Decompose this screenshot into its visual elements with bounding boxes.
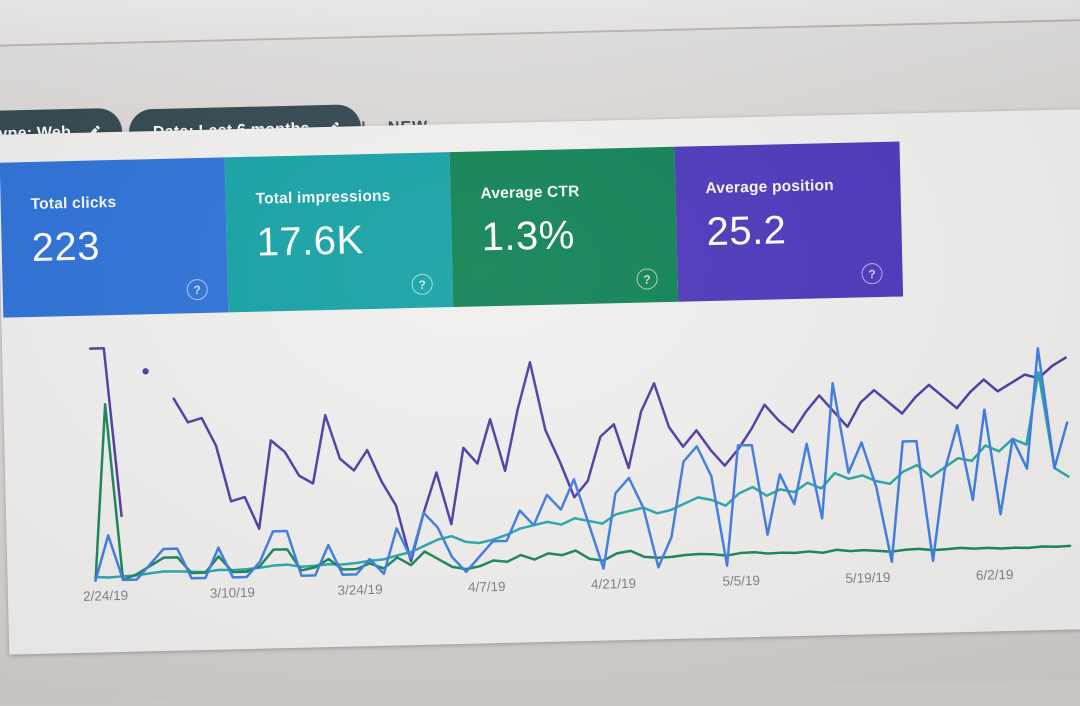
performance-panel: Total clicks 223 ? Total impressions 17.… [0, 108, 1080, 655]
chart-line-average-ctr [94, 403, 1072, 582]
metric-card-average-ctr[interactable]: Average CTR 1.3% ? [449, 146, 679, 308]
metric-value: 1.3% [481, 213, 576, 260]
metric-label: Average CTR [480, 183, 580, 203]
x-axis-label: 3/10/19 [209, 584, 256, 601]
metric-card-total-impressions[interactable]: Total impressions 17.6K ? [224, 152, 454, 313]
help-icon[interactable]: ? [861, 262, 883, 285]
x-axis-label: 5/5/19 [722, 572, 761, 589]
chart-line-average-position [88, 347, 123, 518]
help-icon[interactable]: ? [636, 268, 658, 290]
x-axis-label: 6/2/19 [975, 566, 1014, 583]
metric-value: 25.2 [706, 208, 787, 255]
metric-label: Total impressions [255, 187, 391, 208]
metric-card-total-clicks[interactable]: Total clicks 223 ? [0, 157, 229, 318]
x-axis-label: 2/24/19 [82, 587, 129, 604]
x-axis-label: 5/19/19 [845, 569, 891, 586]
metric-cards-row: Total clicks 223 ? Total impressions 17.… [0, 141, 904, 318]
help-icon[interactable]: ? [186, 278, 208, 301]
metric-label: Total clicks [30, 193, 117, 213]
metric-value: 223 [31, 224, 101, 270]
chart-line-total-clicks [94, 347, 1069, 582]
x-axis-label: 3/24/19 [337, 581, 383, 598]
metric-value: 17.6K [256, 218, 365, 265]
metric-card-average-position[interactable]: Average position 25.2 ? [674, 141, 904, 302]
metric-label: Average position [705, 177, 835, 198]
performance-chart[interactable] [88, 318, 1072, 582]
help-icon[interactable]: ? [411, 273, 433, 296]
x-axis-label: 4/21/19 [590, 575, 637, 592]
chart-line-average-position [172, 356, 1067, 563]
x-axis-label: 4/7/19 [467, 578, 506, 595]
chart-line-total-impressions [94, 371, 1070, 579]
chart-data-point [142, 368, 149, 375]
